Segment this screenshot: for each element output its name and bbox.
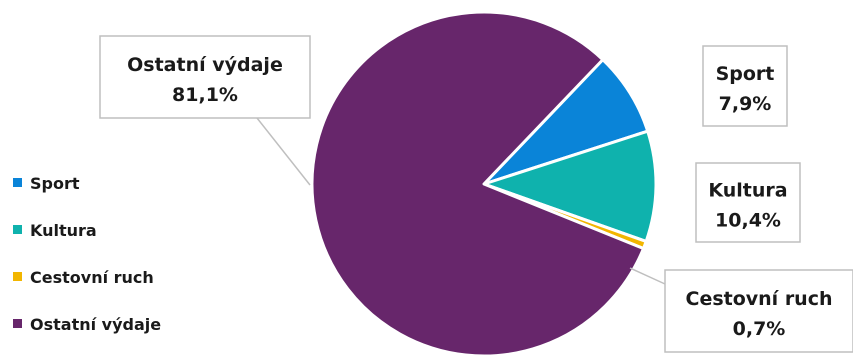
- data-label-sport: Sport 7,9%: [702, 45, 788, 127]
- legend-label: Cestovní ruch: [30, 268, 154, 287]
- pie-slice-kultura: [482, 129, 658, 243]
- data-label-cestovni-ruch: Cestovní ruch 0,7%: [664, 269, 853, 353]
- data-label-box: [702, 45, 788, 127]
- data-label-category: Cestovní ruch: [686, 288, 833, 310]
- data-label-value: 0,7%: [733, 318, 786, 340]
- legend-swatch: [13, 272, 22, 281]
- pie-slice-ostatni-vydaje: [310, 10, 645, 356]
- legend-item-cestovni-ruch: Cestovní ruch: [13, 268, 154, 287]
- data-label-kultura: Kultura 10,4%: [695, 162, 801, 243]
- legend-item-kultura: Kultura: [13, 221, 97, 240]
- legend-label: Kultura: [30, 221, 97, 240]
- data-label-category: Kultura: [708, 180, 787, 202]
- legend-label: Ostatní výdaje: [30, 315, 161, 334]
- data-label-box: [664, 269, 853, 353]
- legend-label: Sport: [30, 174, 80, 193]
- data-label-box: [695, 162, 801, 243]
- legend: Sport Kultura Cestovní ruch Ostatní výdaje: [13, 174, 161, 334]
- leader-lines: [256, 117, 666, 285]
- pie-slices: [310, 10, 658, 356]
- data-label-category: Ostatní výdaje: [127, 54, 283, 76]
- data-label-value: 81,1%: [172, 84, 238, 106]
- data-label-value: 10,4%: [715, 210, 781, 232]
- data-label-category: Sport: [716, 63, 775, 85]
- legend-item-ostatni-vydaje: Ostatní výdaje: [13, 315, 161, 334]
- legend-swatch: [13, 178, 22, 187]
- data-label-ostatni-vydaje: Ostatní výdaje 81,1%: [99, 35, 311, 119]
- data-labels: Sport 7,9% Kultura 10,4% Cestovní ruch 0,7% Os…: [99, 35, 853, 353]
- leader-line-ostatni-vydaje: [256, 117, 311, 186]
- legend-swatch: [13, 225, 22, 234]
- leader-line-cestovni-ruch: [629, 267, 666, 285]
- legend-swatch: [13, 319, 22, 328]
- data-label-value: 7,9%: [719, 93, 772, 115]
- data-label-box: [99, 35, 311, 119]
- legend-item-sport: Sport: [13, 174, 80, 193]
